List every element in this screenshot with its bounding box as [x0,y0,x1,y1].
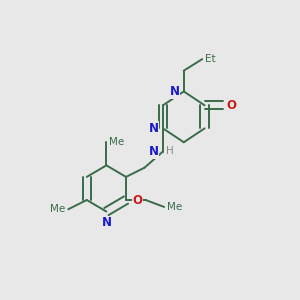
Text: O: O [132,194,142,206]
Text: H: H [166,146,173,157]
Text: Me: Me [50,204,65,214]
Text: N: N [149,122,159,135]
Text: N: N [149,145,159,158]
Text: N: N [101,216,111,229]
Text: Me: Me [109,137,124,147]
Text: Et: Et [205,54,216,64]
Text: N: N [169,85,180,98]
Text: Me: Me [167,202,182,212]
Text: O: O [226,99,236,112]
